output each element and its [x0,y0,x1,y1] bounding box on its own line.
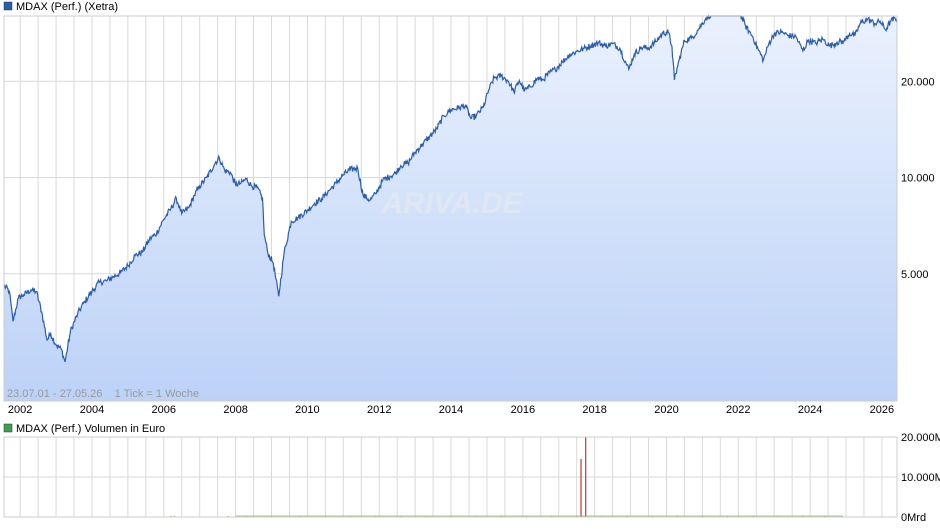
price-legend: MDAX (Perf.) (Xetra) [3,1,118,13]
price-y-axis: 5.000 10.000 20.000 [901,76,935,281]
x-tick-label: 2010 [295,404,319,416]
volume-y-tick-label: 0Mrd [901,512,926,524]
x-tick-label: 2004 [80,404,104,416]
y-tick-label: 10.000 [901,173,935,185]
y-tick-label: 5.000 [901,269,929,281]
volume-legend-swatch [3,423,13,433]
volume-legend: MDAX (Perf.) Volumen in Euro [3,423,165,435]
price-info-text: 23.07.01 - 27.05.26 1 Tick = 1 Woche [7,388,199,400]
x-tick-label: 2024 [798,404,822,416]
price-legend-label: MDAX (Perf.) (Xetra) [16,1,118,13]
x-tick-label: 2014 [439,404,463,416]
price-plot-frame [3,15,898,402]
x-tick-label: 2026 [870,404,894,416]
volume-y-axis: 0Mrd 10.000M 20.000M [901,432,940,524]
volume-plot-frame [3,436,898,518]
volume-bar [580,459,582,517]
x-tick-label: 2020 [654,404,678,416]
x-tick-label: 2008 [223,404,247,416]
price-x-axis: 2002 2004 2006 2008 2010 2012 2014 2016 2018 2020… [8,404,894,416]
volume-grid [4,436,897,518]
price-series-line [3,14,898,363]
volume-legend-label: MDAX (Perf.) Volumen in Euro [16,423,165,435]
x-tick-label: 2016 [511,404,535,416]
volume-y-tick-label: 20.000M [901,432,940,444]
price-area-fill [4,16,897,401]
x-tick-label: 2018 [582,404,606,416]
watermark: ARIVA.DE [380,187,523,220]
x-tick-label: 2022 [726,404,750,416]
x-tick-label: 2002 [8,404,32,416]
volume-baseline [235,515,843,517]
volume-y-tick-label: 10.000M [901,472,940,484]
x-tick-label: 2006 [152,404,176,416]
x-tick-label: 2012 [367,404,391,416]
price-legend-swatch [3,1,13,11]
volume-bar [585,437,587,517]
y-tick-label: 20.000 [901,76,935,88]
